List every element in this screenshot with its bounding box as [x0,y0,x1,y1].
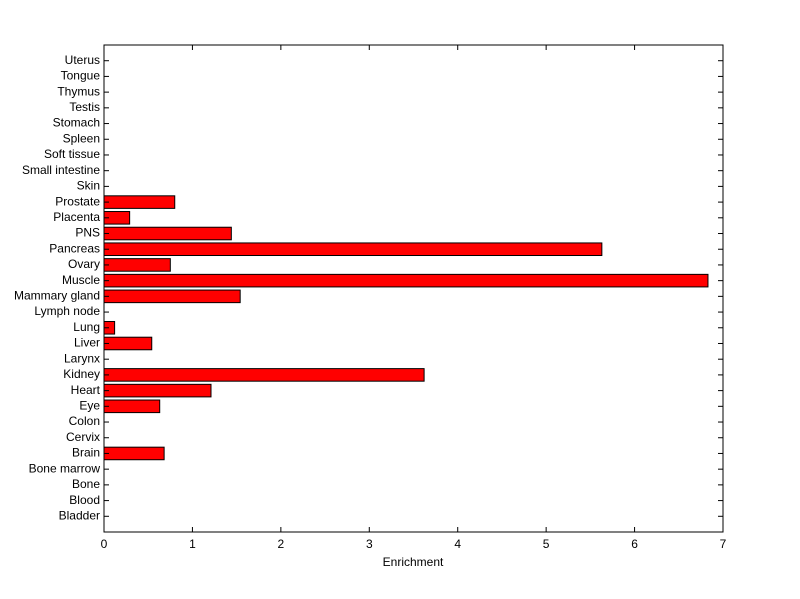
y-tick-label: Prostate [55,194,100,208]
y-tick-label: Bone marrow [29,461,101,475]
bar [103,399,161,414]
bar [103,368,425,382]
x-axis-label: Enrichment [383,555,444,569]
y-tick-label: Small intestine [22,163,100,177]
y-tick-label: Lung [73,320,100,334]
y-tick-label: Heart [71,383,101,397]
bar [103,446,165,461]
y-tick-label: Tongue [61,69,101,83]
y-tick-label: Bone [72,477,100,491]
plot-area [104,45,723,532]
y-tick-label: Cervix [66,430,100,444]
x-tick-label: 6 [631,537,638,551]
y-tick-label: Kidney [63,367,100,381]
y-tick-label: Testis [69,100,100,114]
bar [103,258,171,272]
y-tick-label: Colon [69,414,100,428]
y-tick-label: Bladder [59,508,100,522]
x-tick-label: 5 [543,537,550,551]
y-tick-label: Mammary gland [14,289,100,303]
bar [103,242,603,257]
y-tick-label: Liver [74,336,100,350]
y-tick-label: Stomach [53,116,100,130]
x-tick-label: 3 [366,537,373,551]
bar [103,195,176,209]
y-tick-label: Soft tissue [44,147,100,161]
y-tick-label: Uterus [65,53,100,67]
x-tick-label: 0 [101,537,108,551]
y-tick-label: Larynx [64,351,100,365]
bar [103,226,232,241]
y-tick-label: Lymph node [34,304,100,318]
y-tick-label: Skin [77,179,100,193]
x-tick-label: 7 [720,537,727,551]
x-tick-label: 4 [454,537,461,551]
y-tick-label: Pancreas [49,241,100,255]
y-tick-label: Brain [72,446,100,460]
y-tick-label: Placenta [53,210,100,224]
bar [103,273,709,288]
bar [103,336,153,351]
x-tick-label: 2 [278,537,285,551]
x-tick-label: 1 [189,537,196,551]
bar [103,383,212,398]
y-tick-label: Ovary [68,257,100,271]
y-tick-label: Blood [69,493,100,507]
y-tick-label: Spleen [63,131,100,145]
y-tick-label: Thymus [57,84,100,98]
y-tick-label: Muscle [62,273,100,287]
y-tick-label: Eye [79,398,100,412]
bar [103,289,241,304]
y-tick-label: PNS [75,226,100,240]
axes-box [103,44,724,533]
